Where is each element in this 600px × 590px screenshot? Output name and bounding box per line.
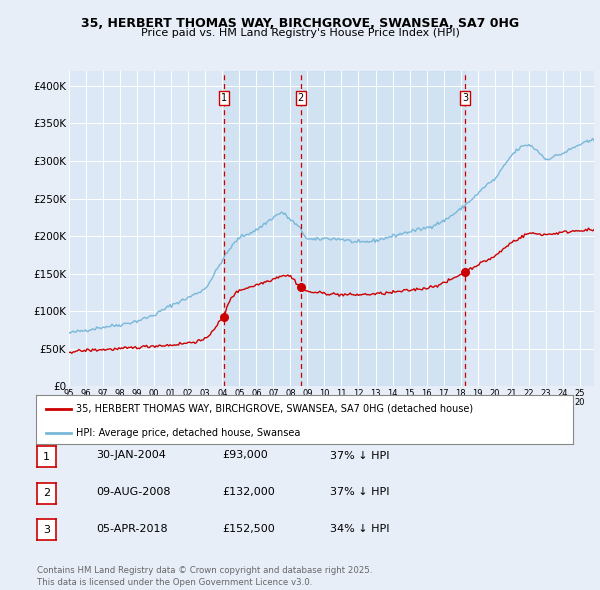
Text: 1: 1 — [221, 93, 227, 103]
Text: 37% ↓ HPI: 37% ↓ HPI — [330, 451, 389, 460]
Text: Price paid vs. HM Land Registry's House Price Index (HPI): Price paid vs. HM Land Registry's House … — [140, 28, 460, 38]
Text: 35, HERBERT THOMAS WAY, BIRCHGROVE, SWANSEA, SA7 0HG: 35, HERBERT THOMAS WAY, BIRCHGROVE, SWAN… — [81, 17, 519, 30]
Text: 37% ↓ HPI: 37% ↓ HPI — [330, 487, 389, 497]
Text: £93,000: £93,000 — [222, 451, 268, 460]
Text: 2: 2 — [298, 93, 304, 103]
Text: 09-AUG-2008: 09-AUG-2008 — [96, 487, 170, 497]
Text: £152,500: £152,500 — [222, 524, 275, 533]
Text: Contains HM Land Registry data © Crown copyright and database right 2025.
This d: Contains HM Land Registry data © Crown c… — [37, 566, 373, 587]
Text: 3: 3 — [43, 525, 50, 535]
Text: 3: 3 — [462, 93, 468, 103]
Text: 05-APR-2018: 05-APR-2018 — [96, 524, 167, 533]
Text: 2: 2 — [43, 489, 50, 498]
Text: £132,000: £132,000 — [222, 487, 275, 497]
Text: HPI: Average price, detached house, Swansea: HPI: Average price, detached house, Swan… — [76, 428, 301, 438]
Text: 34% ↓ HPI: 34% ↓ HPI — [330, 524, 389, 533]
Bar — [224, 71, 465, 386]
Text: 30-JAN-2004: 30-JAN-2004 — [96, 451, 166, 460]
Text: 1: 1 — [43, 452, 50, 461]
Text: 35, HERBERT THOMAS WAY, BIRCHGROVE, SWANSEA, SA7 0HG (detached house): 35, HERBERT THOMAS WAY, BIRCHGROVE, SWAN… — [76, 404, 473, 414]
